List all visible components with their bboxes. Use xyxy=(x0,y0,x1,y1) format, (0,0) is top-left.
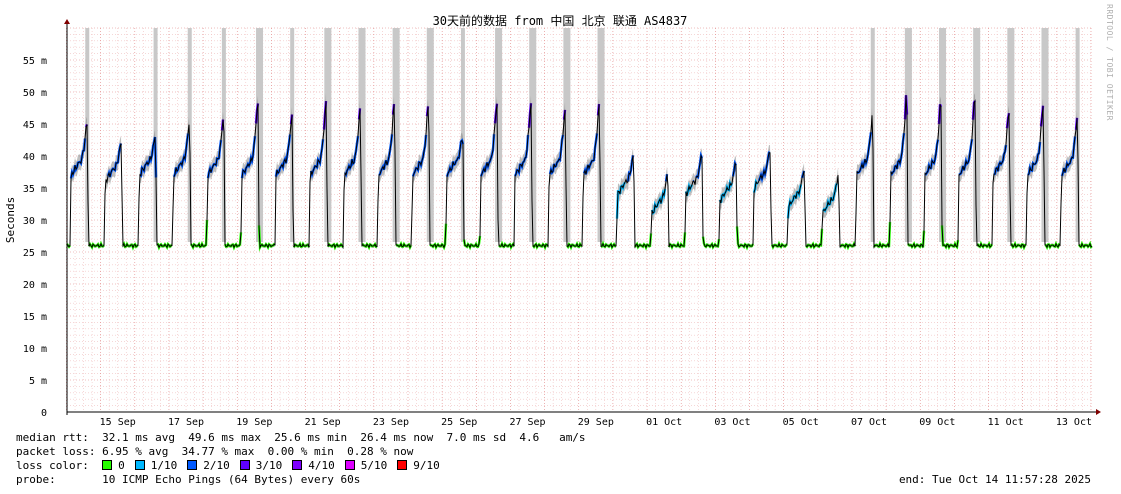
loss-color-item-label: 1/10 xyxy=(150,459,178,472)
loss-band xyxy=(529,28,537,242)
loss-band xyxy=(563,28,571,242)
x-tick-label: 17 Sep xyxy=(168,417,204,428)
median-rtt-stats: median rtt: 32.1 ms avg 49.6 ms max 25.6… xyxy=(16,431,586,445)
x-tick-label: 21 Sep xyxy=(305,417,341,428)
x-tick-label: 03 Oct xyxy=(714,417,750,428)
loss-band xyxy=(1041,28,1049,242)
end-timestamp: end: Tue Oct 14 11:57:28 2025 xyxy=(898,473,1091,486)
y-tick-label: 50 m xyxy=(23,88,47,99)
median-rtt-label: median rtt: xyxy=(16,431,89,444)
loss-color-legend: loss color: 0 1/10 2/10 3/10 4/10 5/10 9/10 xyxy=(16,459,450,473)
x-tick-label: 29 Sep xyxy=(578,417,614,428)
loss-color-swatch xyxy=(239,460,250,470)
y-tick-label: 45 m xyxy=(23,120,47,131)
loss-color-item-label: 0 xyxy=(118,459,125,472)
y-tick-label: 10 m xyxy=(23,344,47,355)
loss-color-item: 3/10 xyxy=(239,459,283,472)
y-tick-label: 55 m xyxy=(23,56,47,67)
packet-loss-label: packet loss: xyxy=(16,445,96,458)
loss-band xyxy=(324,28,332,242)
grid xyxy=(66,27,1092,413)
chart-title: 30天前的数据 from 中国 北京 联通 AS4837 xyxy=(433,13,688,28)
loss-color-swatch xyxy=(102,460,113,470)
loss-color-segment xyxy=(274,134,292,177)
loss-color-item-label: 9/10 xyxy=(413,459,440,472)
y-tick-label: 35 m xyxy=(23,184,47,195)
loss-color-item-label: 2/10 xyxy=(203,459,230,472)
loss-color-item: 4/10 xyxy=(292,459,335,472)
loss-band xyxy=(392,28,400,242)
loss-colored-median xyxy=(66,95,1093,252)
loss-color-segment xyxy=(190,220,209,251)
loss-color-label: loss color: xyxy=(16,459,89,472)
x-tick-label: 15 Sep xyxy=(100,417,136,428)
x-tick-label: 11 Oct xyxy=(988,417,1024,428)
x-tick-label: 09 Oct xyxy=(919,417,955,428)
axes xyxy=(64,19,1101,415)
loss-color-swatch xyxy=(344,460,355,470)
y-tick-label: 5 m xyxy=(29,376,47,387)
loss-band xyxy=(256,28,264,242)
y-tick-label: 20 m xyxy=(23,280,47,291)
probe-label: probe: xyxy=(16,473,56,486)
loss-color-swatch xyxy=(292,460,303,470)
loss-band xyxy=(495,28,503,242)
loss-band xyxy=(153,28,158,242)
loss-color-item: 5/10 xyxy=(344,459,388,472)
y-tick-label: 40 m xyxy=(23,152,47,163)
smoke-band xyxy=(67,87,1092,250)
packet-loss-values: 6.95 % avg 34.77 % max 0.00 % min 0.28 %… xyxy=(102,445,414,458)
median-rtt-values: 32.1 ms avg 49.6 ms max 25.6 ms min 26.4… xyxy=(102,431,586,444)
y-tick-label: 25 m xyxy=(23,248,47,259)
loss-band xyxy=(904,28,912,242)
loss-band xyxy=(597,28,605,242)
x-tick-label: 25 Sep xyxy=(441,417,477,428)
loss-color-swatch xyxy=(397,460,408,470)
x-tick-label: 05 Oct xyxy=(783,417,819,428)
x-tick-label: 27 Sep xyxy=(509,417,545,428)
y-tick-labels: 0 5 m 10 m 15 m 20 m 25 m 30 m 35 m 40 m 45 m 50 m… xyxy=(23,56,47,419)
loss-color-item: 0 xyxy=(102,459,125,472)
y-tick-label: 0 xyxy=(41,408,47,419)
loss-band xyxy=(460,28,465,242)
loss-color-item: 9/10 xyxy=(397,459,440,472)
loss-color-item: 2/10 xyxy=(187,459,230,472)
y-tick-label: 30 m xyxy=(23,216,47,227)
y-tick-label: 15 m xyxy=(23,312,47,323)
packet-loss-stats: packet loss: 6.95 % avg 34.77 % max 0.00… xyxy=(16,445,413,459)
loss-color-item-label: 5/10 xyxy=(360,459,388,472)
y-axis-arrow xyxy=(64,19,70,24)
loss-color-swatch xyxy=(187,460,198,470)
x-tick-label: 13 Oct xyxy=(1056,417,1092,428)
loss-color-item-label: 3/10 xyxy=(255,459,283,472)
rrdtool-watermark: RRDTOOL / TOBI OETIKER xyxy=(1105,4,1114,121)
loss-color-items: 0 1/10 2/10 3/10 4/10 5/10 9/10 xyxy=(102,459,450,472)
x-tick-label: 01 Oct xyxy=(646,417,682,428)
smoke-area xyxy=(67,87,1092,250)
loss-band xyxy=(939,28,947,242)
loss-color-item: 1/10 xyxy=(134,459,178,472)
y-axis-label: Seconds xyxy=(4,197,17,243)
probe-text: 10 ICMP Echo Pings (64 Bytes) every 60s xyxy=(102,473,361,486)
loss-band xyxy=(973,28,981,242)
x-tick-labels: 15 Sep 17 Sep 19 Sep 21 Sep 23 Sep 25 Sep 27 S… xyxy=(100,417,1092,428)
loss-band xyxy=(1007,28,1015,242)
loss-color-item-label: 4/10 xyxy=(308,459,335,472)
loss-color-swatch xyxy=(134,460,145,470)
loss-band xyxy=(426,28,434,242)
x-tick-label: 07 Oct xyxy=(851,417,887,428)
x-tick-label: 23 Sep xyxy=(373,417,409,428)
x-tick-label: 19 Sep xyxy=(236,417,272,428)
x-axis-arrow xyxy=(1096,409,1101,415)
smokeping-chart: 0 5 m 10 m 15 m 20 m 25 m 30 m 35 m 40 m 45 m 50 m… xyxy=(4,13,1101,428)
probe-info: probe: 10 ICMP Echo Pings (64 Bytes) eve… xyxy=(16,473,360,487)
loss-band xyxy=(358,28,366,242)
median-rtt-line xyxy=(66,95,1093,250)
